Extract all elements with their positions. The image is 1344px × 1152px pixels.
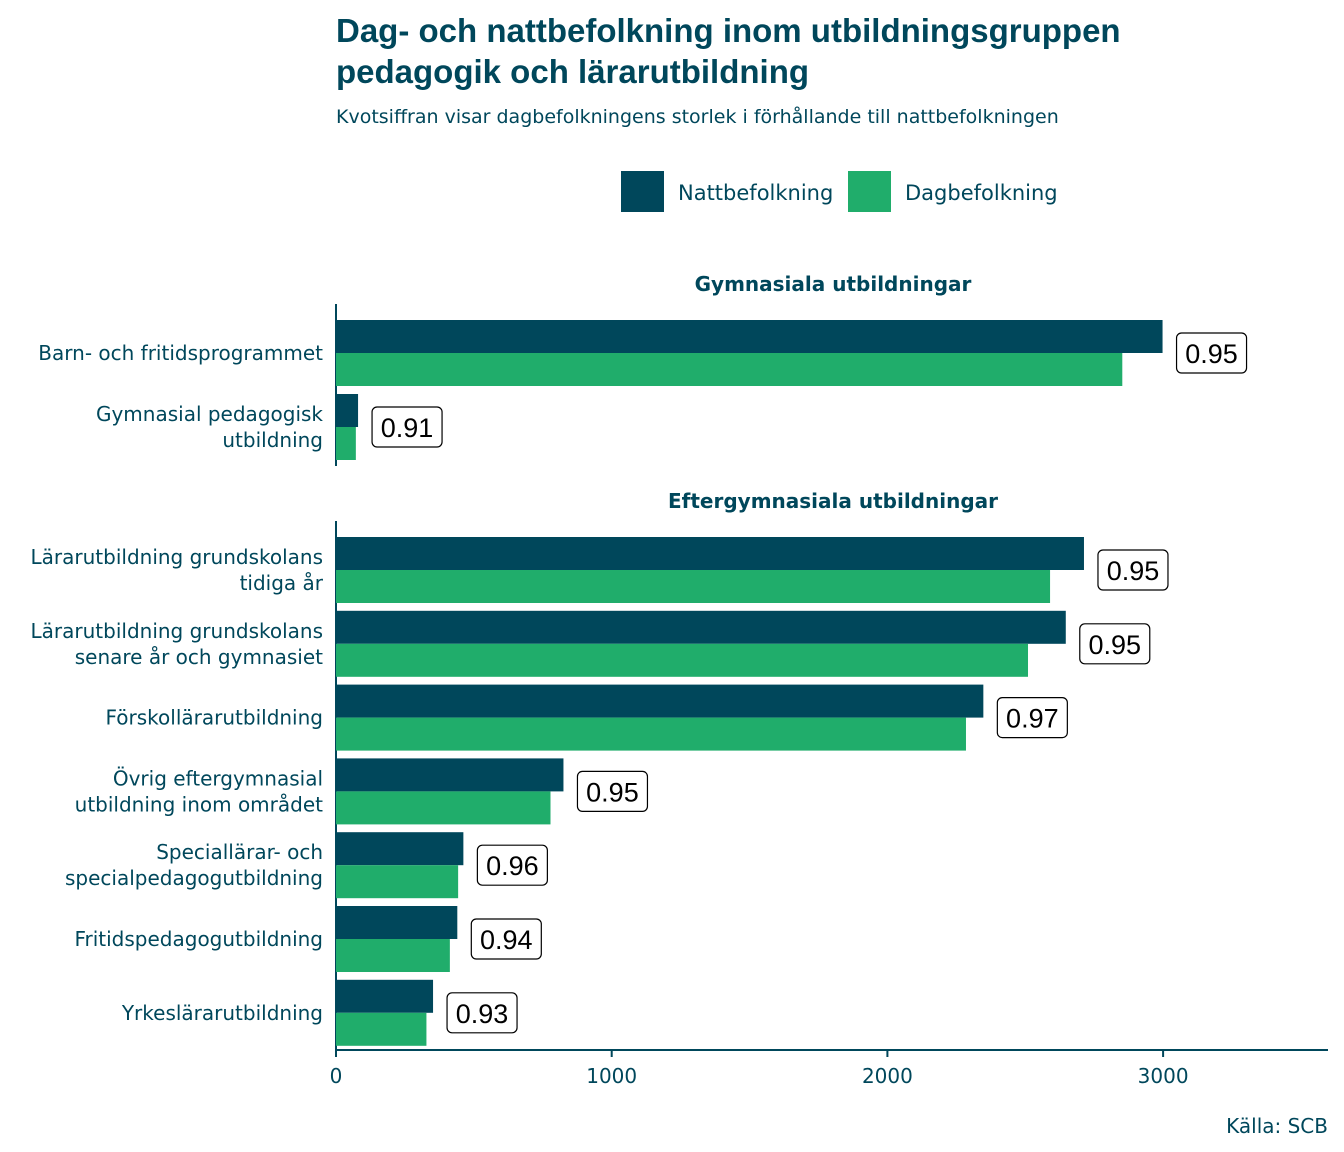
category-label: Lärarutbildning grundskolans (31, 545, 323, 569)
category-label: Barn- och fritidsprogrammet (38, 341, 323, 365)
bar-nattbefolkning-yrkeslararutbildning (336, 979, 434, 1013)
ratio-label: 0.95 (1185, 339, 1238, 369)
bar-dagbefolkning-lararutbildning-grundskolans (336, 643, 1029, 677)
ratio-label-box (996, 696, 1068, 739)
bar-nattbefolkning-ovrig-eftergymnasial (336, 758, 564, 792)
category-label: Lärarutbildning grundskolans (31, 619, 323, 643)
ratio-label-box (446, 992, 518, 1034)
bar-dagbefolkning-barn-och-fritidsprogrammet (336, 353, 1123, 386)
panel-gymnasiala: Barn- och fritidsprogrammet 0.95 Gymnasial… (38, 304, 1248, 466)
ratio-label-box (371, 406, 443, 448)
ratio-label: 0.97 (1006, 704, 1059, 734)
category-label: senare år och gymnasiet (75, 645, 323, 669)
category-label: Speciallärar- och (156, 840, 323, 864)
bar-nattbefolkning-fritidspedagogutbildning (336, 906, 458, 939)
bar-dagbefolkning-lararutbildning-grundskolans (336, 570, 1051, 603)
bar-nattbefolkning-forskollararutbildning (336, 684, 984, 718)
legend-label-nattbefolkning: Nattbefolkning (678, 181, 833, 205)
ratio-label: 0.91 (381, 413, 434, 443)
ratio-label-box (1175, 332, 1248, 374)
ratio-label-box (576, 770, 649, 813)
legend-swatch-nattbefolkning (621, 171, 664, 212)
x-tick-label: 1000 (586, 1064, 637, 1088)
category-label: utbildning inom området (75, 792, 323, 816)
bar-nattbefolkning-speciallarar-och (336, 832, 464, 866)
bar-dagbefolkning-yrkeslararutbildning (336, 1012, 427, 1046)
legend-label-dagbefolkning: Dagbefolkning (905, 181, 1058, 205)
ratio-label-box (1079, 623, 1151, 665)
chart-subtitle: Kvotsiffran visar dagbefolkningens storl… (336, 105, 1059, 128)
category-label: utbildning (222, 428, 323, 452)
panel-title-gymnasiala: Gymnasiala utbildningar (695, 272, 972, 296)
bar-nattbefolkning-lararutbildning-grundskolans (336, 610, 1066, 644)
x-tick-label: 2000 (862, 1064, 913, 1088)
chart-title-line-2: pedagogik och lärarutbildning (336, 53, 809, 90)
caption-source: Källa: SCB (1226, 1114, 1328, 1138)
category-label: specialpedagogutbildning (65, 866, 323, 890)
bar-dagbefolkning-forskollararutbildning (336, 717, 966, 751)
bar-dagbefolkning-speciallarar-och (336, 865, 459, 899)
bar-dagbefolkning-ovrig-eftergymnasial (336, 791, 551, 825)
category-label: Förskollärarutbildning (106, 706, 323, 730)
ratio-label: 0.95 (1088, 630, 1141, 660)
x-axis: 0 1000 2000 3000 (330, 1049, 1328, 1088)
bar-nattbefolkning-lararutbildning-grundskolans (336, 537, 1084, 570)
ratio-label-box (1097, 549, 1169, 591)
ratio-label-box (476, 844, 548, 886)
ratio-label: 0.94 (480, 925, 533, 955)
ratio-label: 0.95 (1107, 556, 1160, 586)
category-label: Övrig eftergymnasial (113, 766, 323, 790)
panel-title-eftergymnasiala: Eftergymnasiala utbildningar (668, 489, 998, 513)
legend-swatch-dagbefolkning (848, 171, 891, 212)
ratio-label: 0.93 (456, 999, 509, 1029)
ratio-label: 0.96 (486, 851, 539, 881)
bar-nattbefolkning-gymnasial-pedagogisk (336, 394, 359, 427)
category-label: Gymnasial pedagogisk (96, 402, 323, 426)
legend: Nattbefolkning Dagbefolkning (621, 171, 1058, 212)
bar-dagbefolkning-fritidspedagogutbildning (336, 939, 450, 972)
bar-dagbefolkning-gymnasial-pedagogisk (336, 427, 356, 460)
category-label: Yrkeslärarutbildning (121, 1001, 323, 1025)
category-label: tidiga år (240, 571, 324, 595)
chart-title-line-1: Dag- och nattbefolkning inom utbildnings… (336, 12, 1121, 49)
x-tick-label: 0 (330, 1064, 343, 1088)
category-label: Fritidspedagogutbildning (74, 927, 323, 951)
bar-nattbefolkning-barn-och-fritidsprogrammet (336, 320, 1163, 353)
x-tick-label: 3000 (1138, 1064, 1189, 1088)
ratio-label-box (470, 918, 542, 960)
ratio-label: 0.95 (586, 777, 639, 807)
